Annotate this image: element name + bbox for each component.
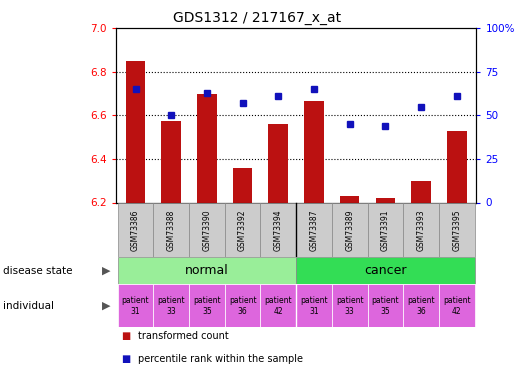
- Text: patient
36: patient 36: [407, 296, 435, 315]
- Text: individual: individual: [3, 301, 54, 311]
- Text: patient
33: patient 33: [158, 296, 185, 315]
- Bar: [117, 202, 153, 257]
- Text: GSM73389: GSM73389: [345, 209, 354, 251]
- Text: ▶: ▶: [102, 266, 111, 276]
- Bar: [189, 284, 225, 327]
- Bar: [268, 124, 288, 202]
- Bar: [296, 257, 475, 284]
- Bar: [439, 284, 475, 327]
- Bar: [340, 196, 359, 202]
- Bar: [368, 284, 403, 327]
- Bar: [375, 198, 395, 202]
- Text: ▶: ▶: [102, 301, 111, 311]
- Text: patient
42: patient 42: [443, 296, 471, 315]
- Text: patient
31: patient 31: [300, 296, 328, 315]
- Bar: [332, 284, 368, 327]
- Text: GSM73394: GSM73394: [274, 209, 283, 251]
- Bar: [439, 202, 475, 257]
- Bar: [261, 202, 296, 257]
- Text: normal: normal: [185, 264, 229, 277]
- Text: GSM73390: GSM73390: [202, 209, 211, 251]
- Bar: [117, 257, 296, 284]
- Bar: [153, 284, 189, 327]
- Text: patient
36: patient 36: [229, 296, 256, 315]
- Text: GSM73395: GSM73395: [452, 209, 461, 251]
- Bar: [296, 284, 332, 327]
- Text: patient
35: patient 35: [193, 296, 221, 315]
- Bar: [233, 168, 252, 202]
- Text: GSM73391: GSM73391: [381, 209, 390, 251]
- Bar: [447, 130, 467, 203]
- Text: GSM73387: GSM73387: [310, 209, 318, 251]
- Text: patient
33: patient 33: [336, 296, 364, 315]
- Text: GSM73393: GSM73393: [417, 209, 425, 251]
- Bar: [403, 202, 439, 257]
- Text: GSM73388: GSM73388: [167, 209, 176, 251]
- Text: percentile rank within the sample: percentile rank within the sample: [138, 354, 302, 364]
- Text: disease state: disease state: [3, 266, 72, 276]
- Text: patient
35: patient 35: [371, 296, 399, 315]
- Text: ■: ■: [121, 331, 130, 341]
- Text: ■: ■: [121, 354, 130, 364]
- Bar: [189, 202, 225, 257]
- Bar: [296, 202, 332, 257]
- Bar: [411, 181, 431, 203]
- Bar: [332, 202, 368, 257]
- Bar: [153, 202, 189, 257]
- Bar: [225, 202, 261, 257]
- Bar: [161, 121, 181, 202]
- Text: GSM73392: GSM73392: [238, 209, 247, 251]
- Bar: [197, 93, 217, 202]
- Bar: [261, 284, 296, 327]
- Text: transformed count: transformed count: [138, 331, 228, 341]
- Bar: [304, 101, 324, 202]
- Text: patient
42: patient 42: [265, 296, 292, 315]
- Bar: [225, 284, 261, 327]
- Text: cancer: cancer: [364, 264, 407, 277]
- Bar: [368, 202, 403, 257]
- Bar: [126, 61, 145, 202]
- Bar: [403, 284, 439, 327]
- Text: GDS1312 / 217167_x_at: GDS1312 / 217167_x_at: [174, 11, 341, 25]
- Text: patient
31: patient 31: [122, 296, 149, 315]
- Text: GSM73386: GSM73386: [131, 209, 140, 251]
- Bar: [117, 284, 153, 327]
